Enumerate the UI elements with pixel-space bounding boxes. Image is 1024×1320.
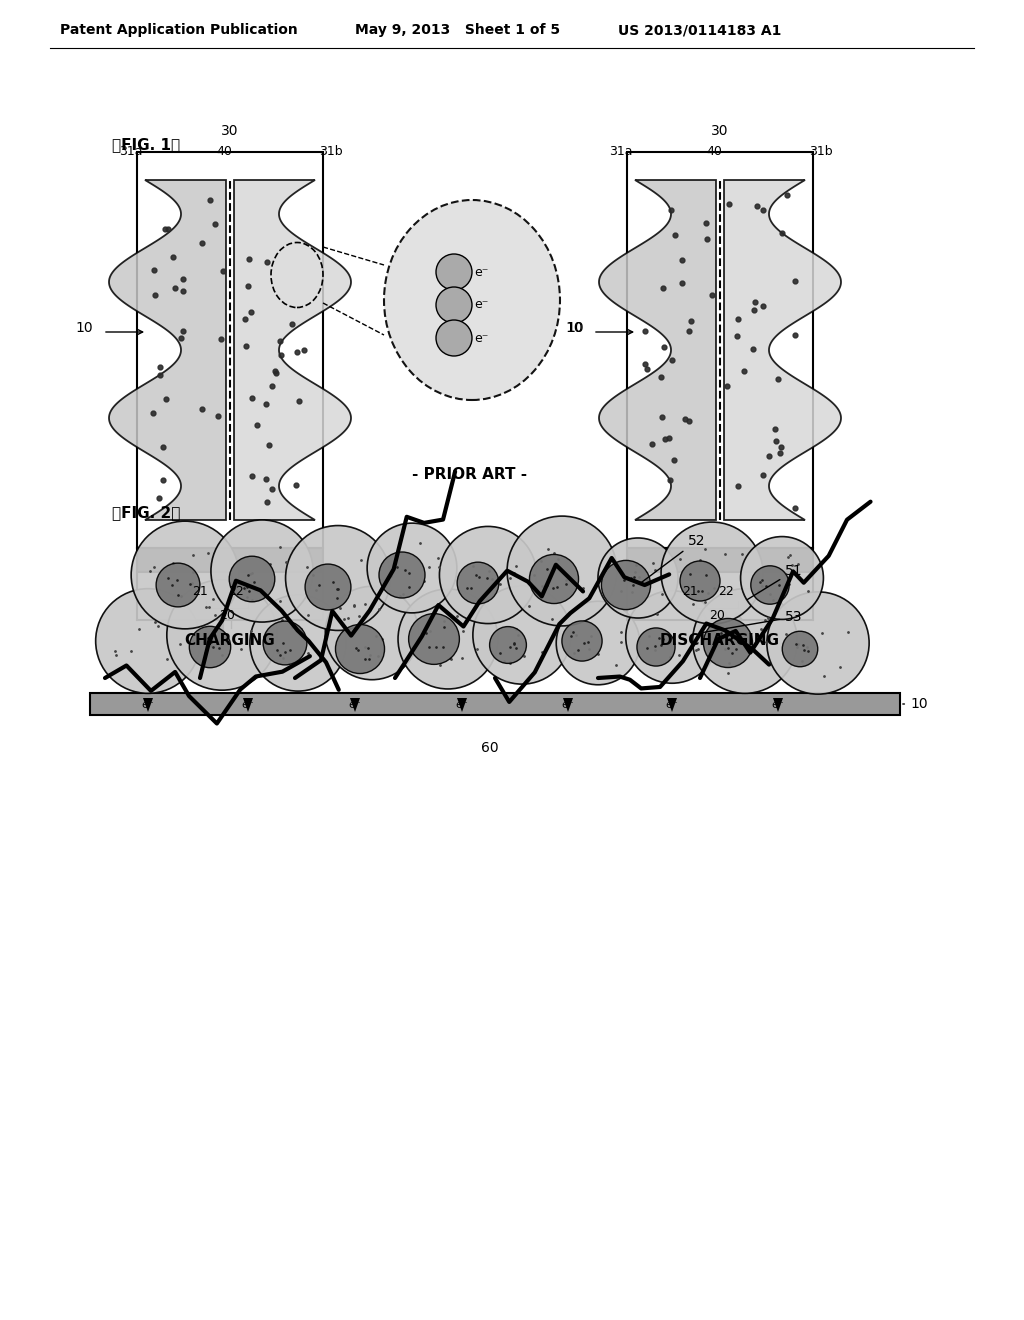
Text: 10: 10	[76, 321, 93, 335]
Text: - PRIOR ART -: - PRIOR ART -	[413, 467, 527, 482]
Circle shape	[598, 539, 678, 618]
Circle shape	[189, 626, 230, 668]
Text: e⁻: e⁻	[772, 700, 784, 710]
Bar	[627, 548, 813, 572]
Circle shape	[436, 253, 472, 290]
Circle shape	[703, 619, 753, 668]
Circle shape	[211, 520, 313, 622]
Circle shape	[409, 614, 460, 664]
Text: 60: 60	[481, 741, 499, 755]
Circle shape	[626, 591, 718, 684]
Text: 52: 52	[640, 535, 706, 583]
Circle shape	[156, 564, 200, 607]
Text: 21: 21	[193, 585, 208, 598]
Circle shape	[131, 521, 239, 628]
Text: 21: 21	[682, 585, 698, 598]
Circle shape	[379, 552, 425, 598]
Polygon shape	[667, 698, 677, 711]
Circle shape	[767, 591, 869, 694]
Text: e⁻: e⁻	[242, 700, 254, 710]
Polygon shape	[243, 698, 253, 711]
Text: 31b: 31b	[319, 145, 343, 158]
Text: 30: 30	[712, 124, 729, 139]
Circle shape	[436, 286, 472, 323]
Circle shape	[782, 631, 818, 667]
Circle shape	[562, 620, 602, 661]
Circle shape	[489, 627, 526, 664]
Circle shape	[473, 586, 571, 684]
Polygon shape	[109, 180, 226, 520]
Circle shape	[250, 595, 346, 692]
Text: e⁻: e⁻	[456, 700, 468, 710]
Text: 31a: 31a	[609, 145, 633, 158]
Circle shape	[692, 589, 798, 693]
Text: 10: 10	[565, 321, 583, 335]
Circle shape	[556, 601, 640, 685]
Bar	[627, 152, 813, 548]
Text: e⁻: e⁻	[141, 700, 155, 710]
Text: 31b: 31b	[809, 145, 833, 158]
Circle shape	[601, 561, 650, 610]
Circle shape	[305, 564, 351, 610]
Text: 22: 22	[228, 585, 244, 598]
Circle shape	[263, 622, 307, 665]
Text: US 2013/0114183 A1: US 2013/0114183 A1	[618, 22, 781, 37]
Bar	[90, 693, 900, 715]
Text: 30: 30	[221, 124, 239, 139]
Polygon shape	[234, 180, 351, 520]
Ellipse shape	[384, 201, 560, 400]
Text: 10: 10	[566, 321, 584, 335]
Circle shape	[529, 554, 579, 603]
Text: 40: 40	[216, 145, 232, 158]
Circle shape	[398, 589, 498, 689]
Polygon shape	[724, 180, 841, 520]
Polygon shape	[563, 698, 573, 711]
Circle shape	[680, 561, 720, 601]
Circle shape	[286, 525, 390, 631]
Bar	[137, 548, 323, 572]
Text: 31a: 31a	[120, 145, 143, 158]
Text: e⁻: e⁻	[561, 700, 574, 710]
Circle shape	[167, 579, 278, 690]
Circle shape	[229, 556, 274, 602]
Circle shape	[439, 527, 537, 623]
Text: e⁻: e⁻	[348, 700, 361, 710]
Text: May 9, 2013   Sheet 1 of 5: May 9, 2013 Sheet 1 of 5	[355, 22, 560, 37]
Text: e⁻: e⁻	[474, 298, 488, 312]
Text: e⁻: e⁻	[474, 331, 488, 345]
Circle shape	[637, 628, 675, 667]
Text: 【FIG. 2】: 【FIG. 2】	[112, 506, 180, 520]
Bar	[137, 152, 323, 548]
Polygon shape	[773, 698, 783, 711]
Polygon shape	[143, 698, 153, 711]
Text: 【FIG. 1】: 【FIG. 1】	[112, 137, 180, 152]
Circle shape	[368, 523, 457, 612]
Circle shape	[95, 589, 201, 693]
Text: 40: 40	[707, 145, 722, 158]
Text: 20: 20	[709, 609, 725, 622]
Circle shape	[457, 562, 499, 603]
Circle shape	[336, 624, 385, 673]
Text: e⁻: e⁻	[666, 700, 678, 710]
Text: DISCHARGING: DISCHARGING	[660, 634, 780, 648]
Circle shape	[662, 523, 763, 624]
Text: 20: 20	[219, 609, 234, 622]
Text: 10: 10	[903, 697, 928, 711]
Circle shape	[740, 536, 823, 619]
Text: 51: 51	[748, 564, 803, 599]
Polygon shape	[457, 698, 467, 711]
Polygon shape	[350, 698, 360, 711]
Text: 53: 53	[702, 610, 803, 632]
Text: 22: 22	[718, 585, 734, 598]
Circle shape	[507, 516, 616, 626]
Circle shape	[751, 566, 790, 605]
Polygon shape	[599, 180, 716, 520]
Circle shape	[326, 586, 419, 680]
Text: Patent Application Publication: Patent Application Publication	[60, 22, 298, 37]
Text: CHARGING: CHARGING	[184, 634, 275, 648]
Circle shape	[436, 319, 472, 356]
Text: e⁻: e⁻	[474, 265, 488, 279]
